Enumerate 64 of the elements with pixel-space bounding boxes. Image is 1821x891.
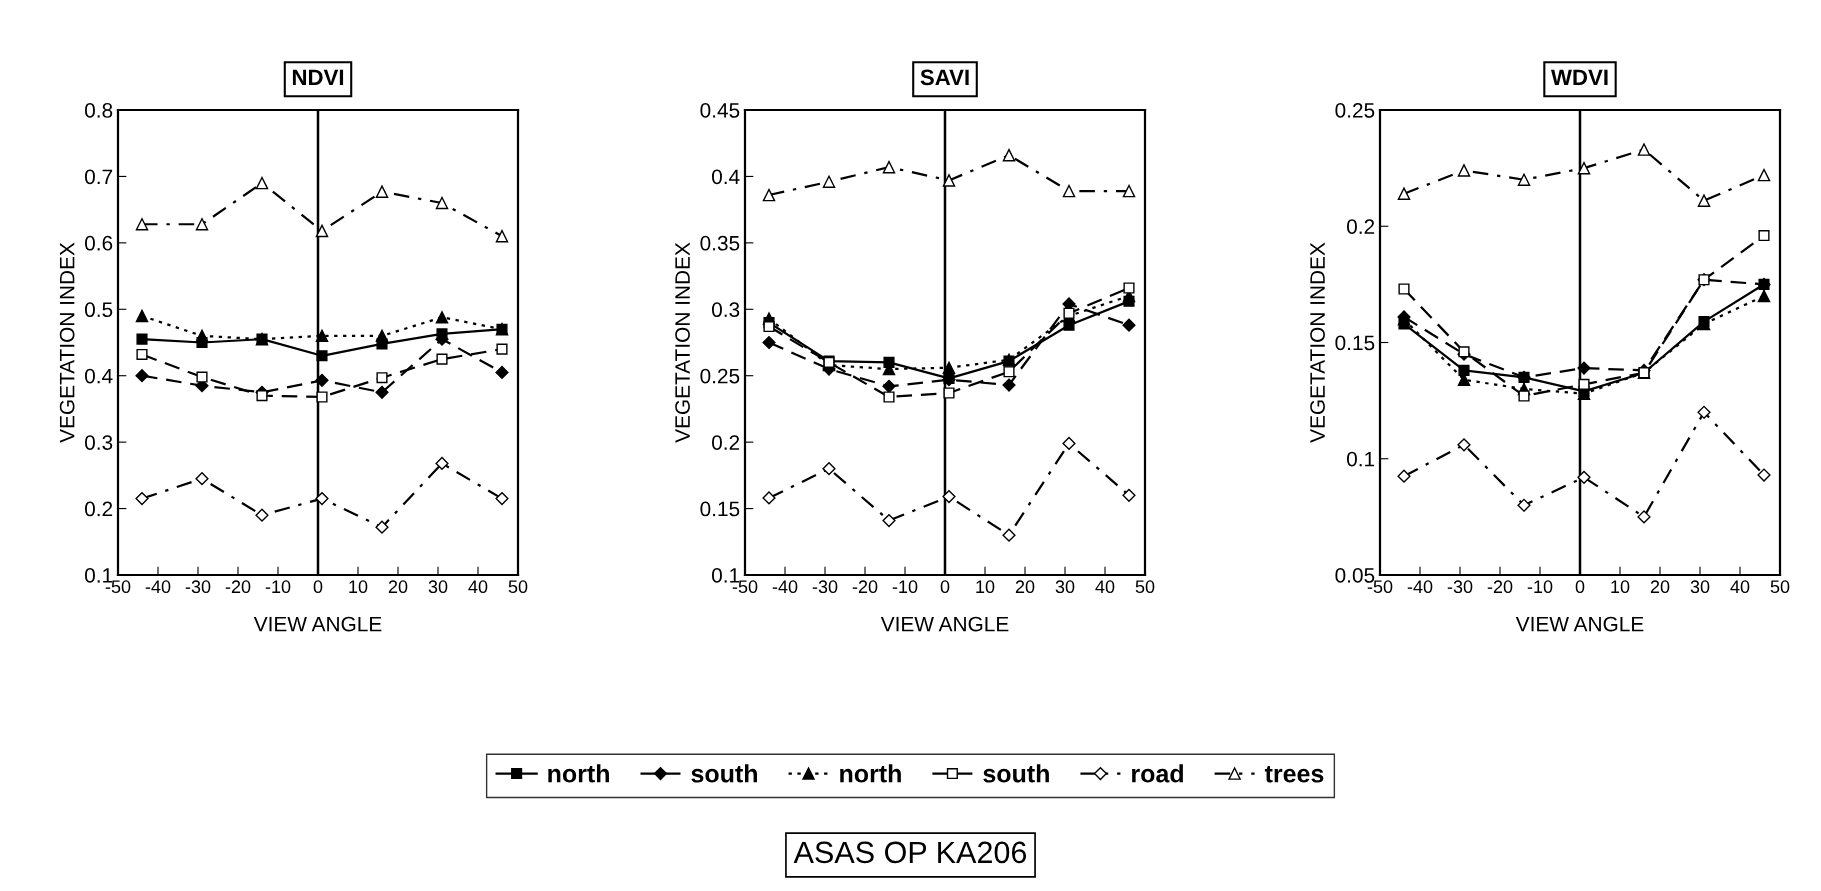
legend-label: road [1132,764,1183,783]
x-tick-label: 40 [1730,580,1750,594]
legend-label: north [548,764,609,783]
x-tick-label: 0 [313,580,323,594]
x-tick-label: 30 [1055,580,1075,594]
x-tick-label: -20 [225,580,251,594]
x-tick-label: 40 [468,580,488,594]
x-tick-label: -10 [1527,580,1553,594]
y-tick-label: 0.4 [711,169,740,185]
x-tick-label: -40 [145,580,171,594]
legend-label: south [983,764,1049,783]
y-tick-label: 0.3 [84,435,113,450]
x-tick-label: -20 [852,580,878,594]
x-tick-label: 10 [349,580,368,594]
y-tick-label: 0.6 [84,235,113,251]
y-tick-label: 0.5 [84,302,113,318]
x-axis-title: VIEW ANGLE [1515,616,1644,632]
y-tick-label: 0.25 [1335,103,1375,118]
x-tick-label: -10 [892,580,918,594]
y-tick-label: 0.35 [700,235,740,251]
legend-label: south [691,764,757,783]
x-tick-label: -10 [265,580,291,594]
x-tick-label: -20 [1487,580,1513,594]
y-tick-label: 0.25 [700,368,740,384]
x-axis-title: VIEW ANGLE [880,616,1009,632]
text: ASAS OP KA206 [793,841,1027,864]
x-tick-label: 30 [1690,580,1710,594]
x-tick-label: 30 [428,580,448,594]
x-tick-label: 10 [1611,580,1630,594]
chart-title: WDVI [1551,69,1608,85]
x-tick-label: 50 [1770,580,1790,594]
y-tick-label: 0.15 [700,501,740,517]
legend-label: north [840,764,901,783]
x-tick-label: 0 [1575,580,1585,594]
y-tick-label: 0.3 [711,302,740,318]
x-tick-label: 10 [976,580,995,594]
y-tick-label: 0.45 [700,103,740,118]
x-tick-label: -30 [812,580,838,594]
y-tick-label: 0.7 [84,169,113,185]
y-tick-label: 0.1 [1346,451,1375,467]
x-tick-label: -40 [1407,580,1433,594]
y-tick-label: 0.8 [84,103,113,118]
y-axis-title: VEGETATION INDEX [59,242,75,443]
y-tick-label: 0.15 [1335,335,1375,351]
x-tick-label: 20 [1650,580,1670,594]
x-axis-title: VIEW ANGLE [253,616,382,632]
legend-label: trees [1264,766,1324,783]
x-tick-label: 50 [508,580,528,594]
y-tick-label: 0.2 [84,501,113,517]
x-tick-label: 40 [1095,580,1115,594]
x-tick-label: -30 [1447,580,1473,594]
x-tick-label: -30 [185,580,211,594]
x-tick-label: 50 [1135,580,1155,594]
y-axis-title: VEGETATION INDEX [1310,242,1325,443]
y-axis-title: VEGETATION INDEX [675,242,690,443]
chart-title: NDVI [292,69,344,85]
x-tick-label: 0 [940,580,950,594]
y-tick-label: 0.2 [711,435,740,450]
y-tick-label: 0.2 [1346,219,1375,234]
x-tick-label: -40 [772,580,798,594]
chart-title: SAVI [920,69,969,86]
y-tick-label: 0.4 [84,368,113,384]
x-tick-label: 20 [1015,580,1035,594]
x-tick-label: 20 [388,580,408,594]
